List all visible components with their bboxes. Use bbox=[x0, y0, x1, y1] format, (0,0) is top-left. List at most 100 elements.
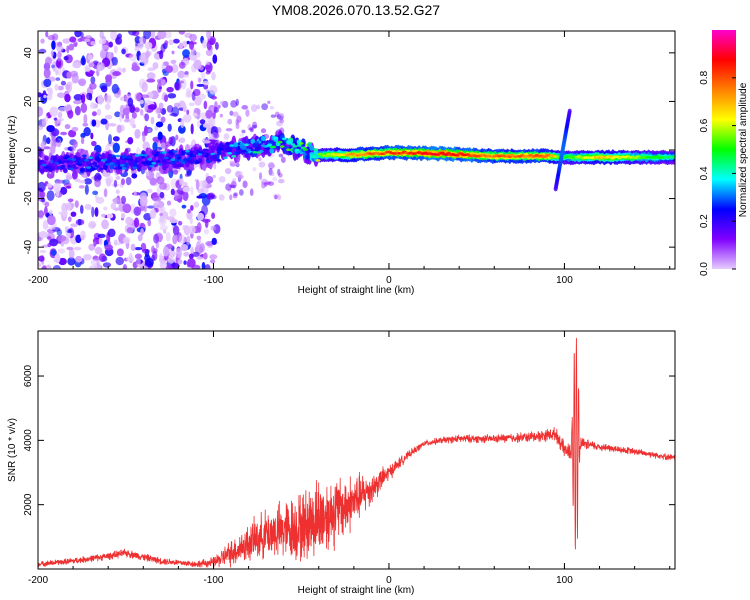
spectrogram-speckle bbox=[78, 185, 85, 189]
spectrogram-speckle bbox=[70, 211, 77, 217]
spectrogram-ridge-cell bbox=[294, 148, 300, 152]
spectrogram-speckle bbox=[80, 57, 87, 66]
spectrogram-speckle bbox=[86, 92, 92, 101]
spectrogram-speckle bbox=[187, 258, 196, 268]
spectrogram-speckle bbox=[57, 248, 66, 254]
spectrogram-speckle bbox=[122, 263, 128, 269]
spectrogram-speckle bbox=[101, 213, 106, 218]
spectrogram-speckle bbox=[106, 51, 113, 60]
spectrogram-speckle bbox=[94, 207, 99, 217]
spectrogram-speckle bbox=[267, 100, 271, 105]
spectrogram-speckle bbox=[43, 78, 52, 88]
spectrogram-speckle bbox=[170, 188, 175, 196]
spectrogram-ridge-cell bbox=[39, 159, 45, 163]
spectrogram-speckle bbox=[111, 56, 118, 66]
spectrogram-xtick-label: -100 bbox=[203, 275, 223, 286]
spectrogram-speckle bbox=[272, 176, 277, 182]
spectrogram-speckle bbox=[149, 209, 157, 219]
spectrogram-speckle bbox=[192, 112, 198, 117]
spectrogram-ridge-cell bbox=[244, 143, 249, 147]
spectrogram-speckle bbox=[223, 133, 230, 140]
spectrogram-speckle bbox=[160, 116, 166, 123]
spectrogram-speckle bbox=[231, 111, 239, 117]
spectrogram-speckle bbox=[139, 195, 148, 207]
spectrogram-speckle bbox=[180, 78, 187, 90]
spectrogram-speckle bbox=[38, 143, 42, 147]
spectrogram-ridge-cell bbox=[241, 149, 247, 153]
spectrogram-speckle bbox=[104, 244, 114, 251]
spectrogram-ridge-cell bbox=[115, 159, 121, 165]
spectrogram-speckle bbox=[104, 103, 111, 110]
spectrogram-speckle bbox=[83, 126, 91, 137]
spectrogram-speckle bbox=[190, 123, 194, 135]
spectrogram-ridge-cell bbox=[86, 166, 91, 169]
spectrogram-speckle bbox=[114, 242, 122, 246]
spectrogram-speckle bbox=[90, 76, 96, 85]
spectrogram-speckle bbox=[110, 202, 117, 210]
spectrogram-ridge-cell bbox=[132, 162, 138, 168]
spectrogram-ridge-cell bbox=[67, 157, 72, 161]
spectrogram-speckle bbox=[167, 257, 175, 264]
spectrogram-speckle bbox=[214, 41, 219, 50]
spectrogram-speckle bbox=[97, 233, 106, 239]
spectrogram-speckle bbox=[110, 31, 118, 41]
spectrogram-speckle bbox=[190, 48, 197, 56]
spectrogram-speckle bbox=[84, 38, 91, 43]
spectrogram-speckle bbox=[189, 33, 198, 42]
spectrogram-speckle bbox=[120, 195, 127, 205]
spectrogram-speckle bbox=[185, 87, 192, 95]
spectrogram-speckle bbox=[61, 202, 68, 213]
spectrogram-speckle bbox=[154, 200, 160, 206]
spectrogram-speckle bbox=[218, 176, 226, 183]
spectrogram-ridge-cell bbox=[250, 138, 256, 144]
spectrogram-speckle bbox=[180, 118, 185, 129]
snr-ytick-label: 6000 bbox=[23, 364, 34, 387]
spectrogram-speckle bbox=[88, 265, 98, 269]
spectrogram-ridge-cell bbox=[281, 137, 287, 141]
spectrogram-xlabel: Height of straight line (km) bbox=[298, 285, 415, 296]
spectrogram-speckle bbox=[159, 49, 164, 60]
spectrogram-speckle bbox=[106, 213, 114, 219]
spectrogram-speckle bbox=[212, 54, 218, 64]
spectrogram-speckle bbox=[261, 181, 266, 189]
spectrogram-ytick-label: 0 bbox=[23, 147, 34, 153]
spectrogram-speckle bbox=[92, 190, 99, 195]
spectrogram-speckle bbox=[177, 125, 186, 134]
spectrogram-ridge-cell bbox=[235, 151, 241, 155]
spectrogram-speckle bbox=[144, 102, 148, 113]
spectrogram-speckle bbox=[88, 62, 95, 68]
spectrogram-ridge-cell bbox=[185, 149, 190, 153]
spectrogram-speckle bbox=[206, 31, 212, 40]
spectrogram-speckle bbox=[126, 227, 134, 234]
spectrogram-speckle bbox=[38, 231, 48, 239]
spectrogram-speckle bbox=[199, 119, 206, 125]
spectrogram-speckle bbox=[105, 74, 113, 83]
spectrogram-speckle bbox=[134, 45, 140, 52]
spectrogram-speckle bbox=[89, 41, 97, 46]
spectrogram-ridge-cell bbox=[176, 164, 182, 167]
spectrogram-speckle bbox=[188, 102, 195, 107]
spectrogram-ridge-cell bbox=[50, 165, 56, 171]
spectrogram-speckle bbox=[70, 223, 79, 228]
snr-xtick-label: 0 bbox=[386, 575, 392, 586]
spectrogram-speckle bbox=[131, 173, 138, 179]
spectrogram-speckle bbox=[151, 245, 155, 254]
spectrogram-speckle bbox=[68, 248, 75, 260]
spectrogram-speckle bbox=[153, 233, 159, 244]
spectrogram-ridge-cell bbox=[62, 156, 68, 160]
spectrogram-speckle bbox=[217, 104, 221, 109]
spectrogram-speckle bbox=[122, 107, 130, 116]
colorbar-tick-label: 0.6 bbox=[699, 118, 710, 132]
spectrogram-speckle bbox=[220, 100, 226, 106]
spectrogram-speckle bbox=[148, 104, 157, 110]
snr-xtick-label: -100 bbox=[203, 575, 223, 586]
spectrogram-speckle bbox=[175, 134, 179, 141]
snr-xtick-label: -200 bbox=[28, 575, 48, 586]
spectrogram-speckle bbox=[49, 106, 59, 117]
spectrogram-speckle bbox=[71, 126, 79, 132]
spectrogram-speckle bbox=[213, 161, 217, 170]
spectrogram-speckle bbox=[181, 181, 188, 187]
spectrogram-speckle bbox=[68, 43, 75, 51]
spectrogram-speckle bbox=[97, 94, 104, 105]
